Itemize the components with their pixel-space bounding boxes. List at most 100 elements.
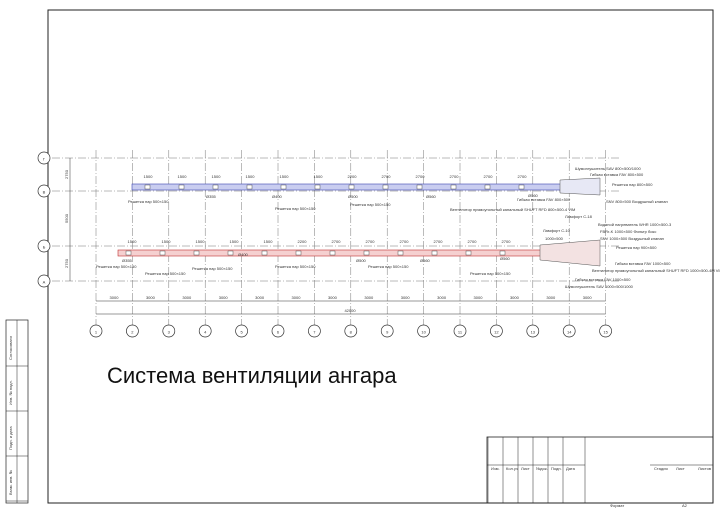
column-marker bbox=[308, 324, 321, 338]
dimension-label: 5500 bbox=[64, 213, 69, 223]
dimension-label: 3000 bbox=[546, 295, 556, 300]
column-label: 11 bbox=[458, 330, 463, 335]
stamp-label: Согласовано bbox=[8, 335, 13, 360]
annotation: Ø500 bbox=[348, 194, 359, 199]
duct-dimension: 1500 bbox=[246, 174, 256, 179]
annotation: Гибкая вставка FAV 800×500 bbox=[517, 197, 571, 202]
column-label: 8 bbox=[350, 330, 353, 335]
column-marker bbox=[198, 324, 212, 338]
column-label: 13 bbox=[531, 330, 536, 335]
column-marker bbox=[126, 324, 139, 338]
duct-dimension: 2700 bbox=[434, 239, 444, 244]
column-marker bbox=[417, 324, 430, 338]
duct-dimension: 1500 bbox=[128, 239, 138, 244]
dimension-label: 3000 bbox=[219, 295, 229, 300]
duct-dimension: 2200 bbox=[348, 174, 358, 179]
column-marker bbox=[599, 324, 612, 338]
title-block bbox=[486, 436, 714, 504]
row-marker bbox=[37, 239, 51, 253]
annotation: SNV 1000×500 Воздушный клапан bbox=[600, 236, 664, 241]
dimension-label: 3000 bbox=[474, 295, 484, 300]
duct-dimension: 2700 bbox=[382, 174, 392, 179]
annotation: Решетка нар 500×150 bbox=[128, 199, 169, 204]
grille bbox=[499, 250, 506, 256]
stamp-label: Инв. № подл. bbox=[8, 380, 13, 405]
duct-dimension: 2200 bbox=[298, 239, 308, 244]
row-label: А bbox=[43, 280, 46, 285]
dimension-label: 3000 bbox=[292, 295, 302, 300]
annotation: 1000×500 bbox=[545, 236, 564, 241]
column-label: 12 bbox=[494, 330, 499, 335]
column-label: 7 bbox=[313, 330, 316, 335]
block-label: Стадия bbox=[654, 466, 668, 471]
grille bbox=[416, 184, 423, 190]
duct-dimension: 2700 bbox=[518, 174, 528, 179]
duct-dimension: 2700 bbox=[468, 239, 478, 244]
column-label: 10 bbox=[421, 330, 426, 335]
column-label: 15 bbox=[603, 330, 608, 335]
annotation: SNV 800×500 Воздушный клапан bbox=[606, 199, 668, 204]
annotation: Ø355 bbox=[122, 258, 133, 263]
grille bbox=[280, 184, 287, 190]
column-label: 2 bbox=[131, 330, 134, 335]
grille bbox=[125, 250, 132, 256]
drawing-title: Система вентиляции ангара bbox=[107, 363, 397, 388]
duct-dimension: 1500 bbox=[196, 239, 206, 244]
row-label: Г bbox=[43, 157, 46, 162]
annotation: Ø400 bbox=[272, 194, 283, 199]
dimension-label: 3000 bbox=[182, 295, 192, 300]
column-marker bbox=[453, 324, 467, 338]
duct-dimension: 1500 bbox=[212, 174, 222, 179]
duct-dimension: 2700 bbox=[332, 239, 342, 244]
dimension-label: 3000 bbox=[437, 295, 447, 300]
duct-dimension: 1500 bbox=[314, 174, 324, 179]
block-label: A2 bbox=[682, 503, 688, 508]
column-label: 5 bbox=[240, 330, 243, 335]
annotation: Ø560 bbox=[426, 194, 437, 199]
grille bbox=[314, 184, 321, 190]
column-marker bbox=[235, 324, 248, 338]
block-label: №док. bbox=[536, 466, 548, 471]
column-label: 4 bbox=[204, 330, 207, 335]
block-label: Изм. bbox=[491, 466, 500, 471]
stamp-label: Подп. и дата bbox=[8, 426, 13, 450]
grille bbox=[363, 250, 370, 256]
duct-dimension: 2700 bbox=[450, 174, 460, 179]
grille bbox=[397, 250, 404, 256]
block-label: Кол.уч bbox=[506, 466, 518, 471]
annotation: Ø560 bbox=[420, 258, 431, 263]
grille bbox=[348, 184, 355, 190]
column-marker bbox=[271, 324, 285, 338]
duct-dimension: 1500 bbox=[178, 174, 188, 179]
row-label: Б bbox=[43, 245, 46, 250]
duct-dimension: 2700 bbox=[484, 174, 494, 179]
column-marker bbox=[490, 324, 503, 338]
dimension-label: 3000 bbox=[401, 295, 411, 300]
annotation: Ø560 bbox=[528, 193, 539, 198]
column-label: 1 bbox=[95, 330, 98, 335]
block-label: Листов bbox=[698, 466, 711, 471]
annotation: Решетка нар 500×150 bbox=[470, 271, 511, 276]
dimension-label: 3000 bbox=[364, 295, 374, 300]
dimension-label: 3000 bbox=[110, 295, 120, 300]
duct-dimension: 2700 bbox=[366, 239, 376, 244]
grille bbox=[465, 250, 472, 256]
grille bbox=[518, 184, 525, 190]
column-label: 6 bbox=[277, 330, 280, 335]
annotation: Шумоглушитель SAV 800×500/1000 bbox=[575, 166, 641, 171]
duct-dimension: 2700 bbox=[502, 239, 512, 244]
annotation: Решетка нар 500×150 bbox=[368, 264, 409, 269]
column-label: 14 bbox=[567, 330, 572, 335]
block-label: Подп. bbox=[551, 466, 562, 471]
dimension-label: 2750 bbox=[64, 169, 69, 179]
annotation: Ø400 bbox=[238, 252, 249, 257]
grille bbox=[193, 250, 200, 256]
dimension-label: 42000 bbox=[344, 308, 356, 313]
duct-dimension: 2700 bbox=[416, 174, 426, 179]
annotation: Решетка нар 900×500 bbox=[616, 245, 657, 250]
block-label: Дата bbox=[566, 466, 576, 471]
stamp-label: Взам. инв. № bbox=[8, 470, 13, 495]
grille bbox=[295, 250, 302, 256]
duct-dimension: 1500 bbox=[264, 239, 274, 244]
